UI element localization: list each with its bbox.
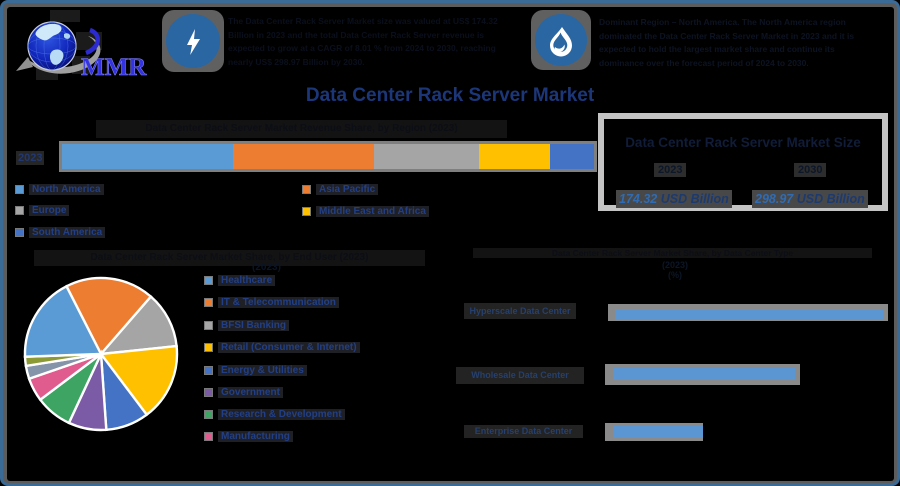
- svg-text:MMR: MMR: [81, 54, 147, 81]
